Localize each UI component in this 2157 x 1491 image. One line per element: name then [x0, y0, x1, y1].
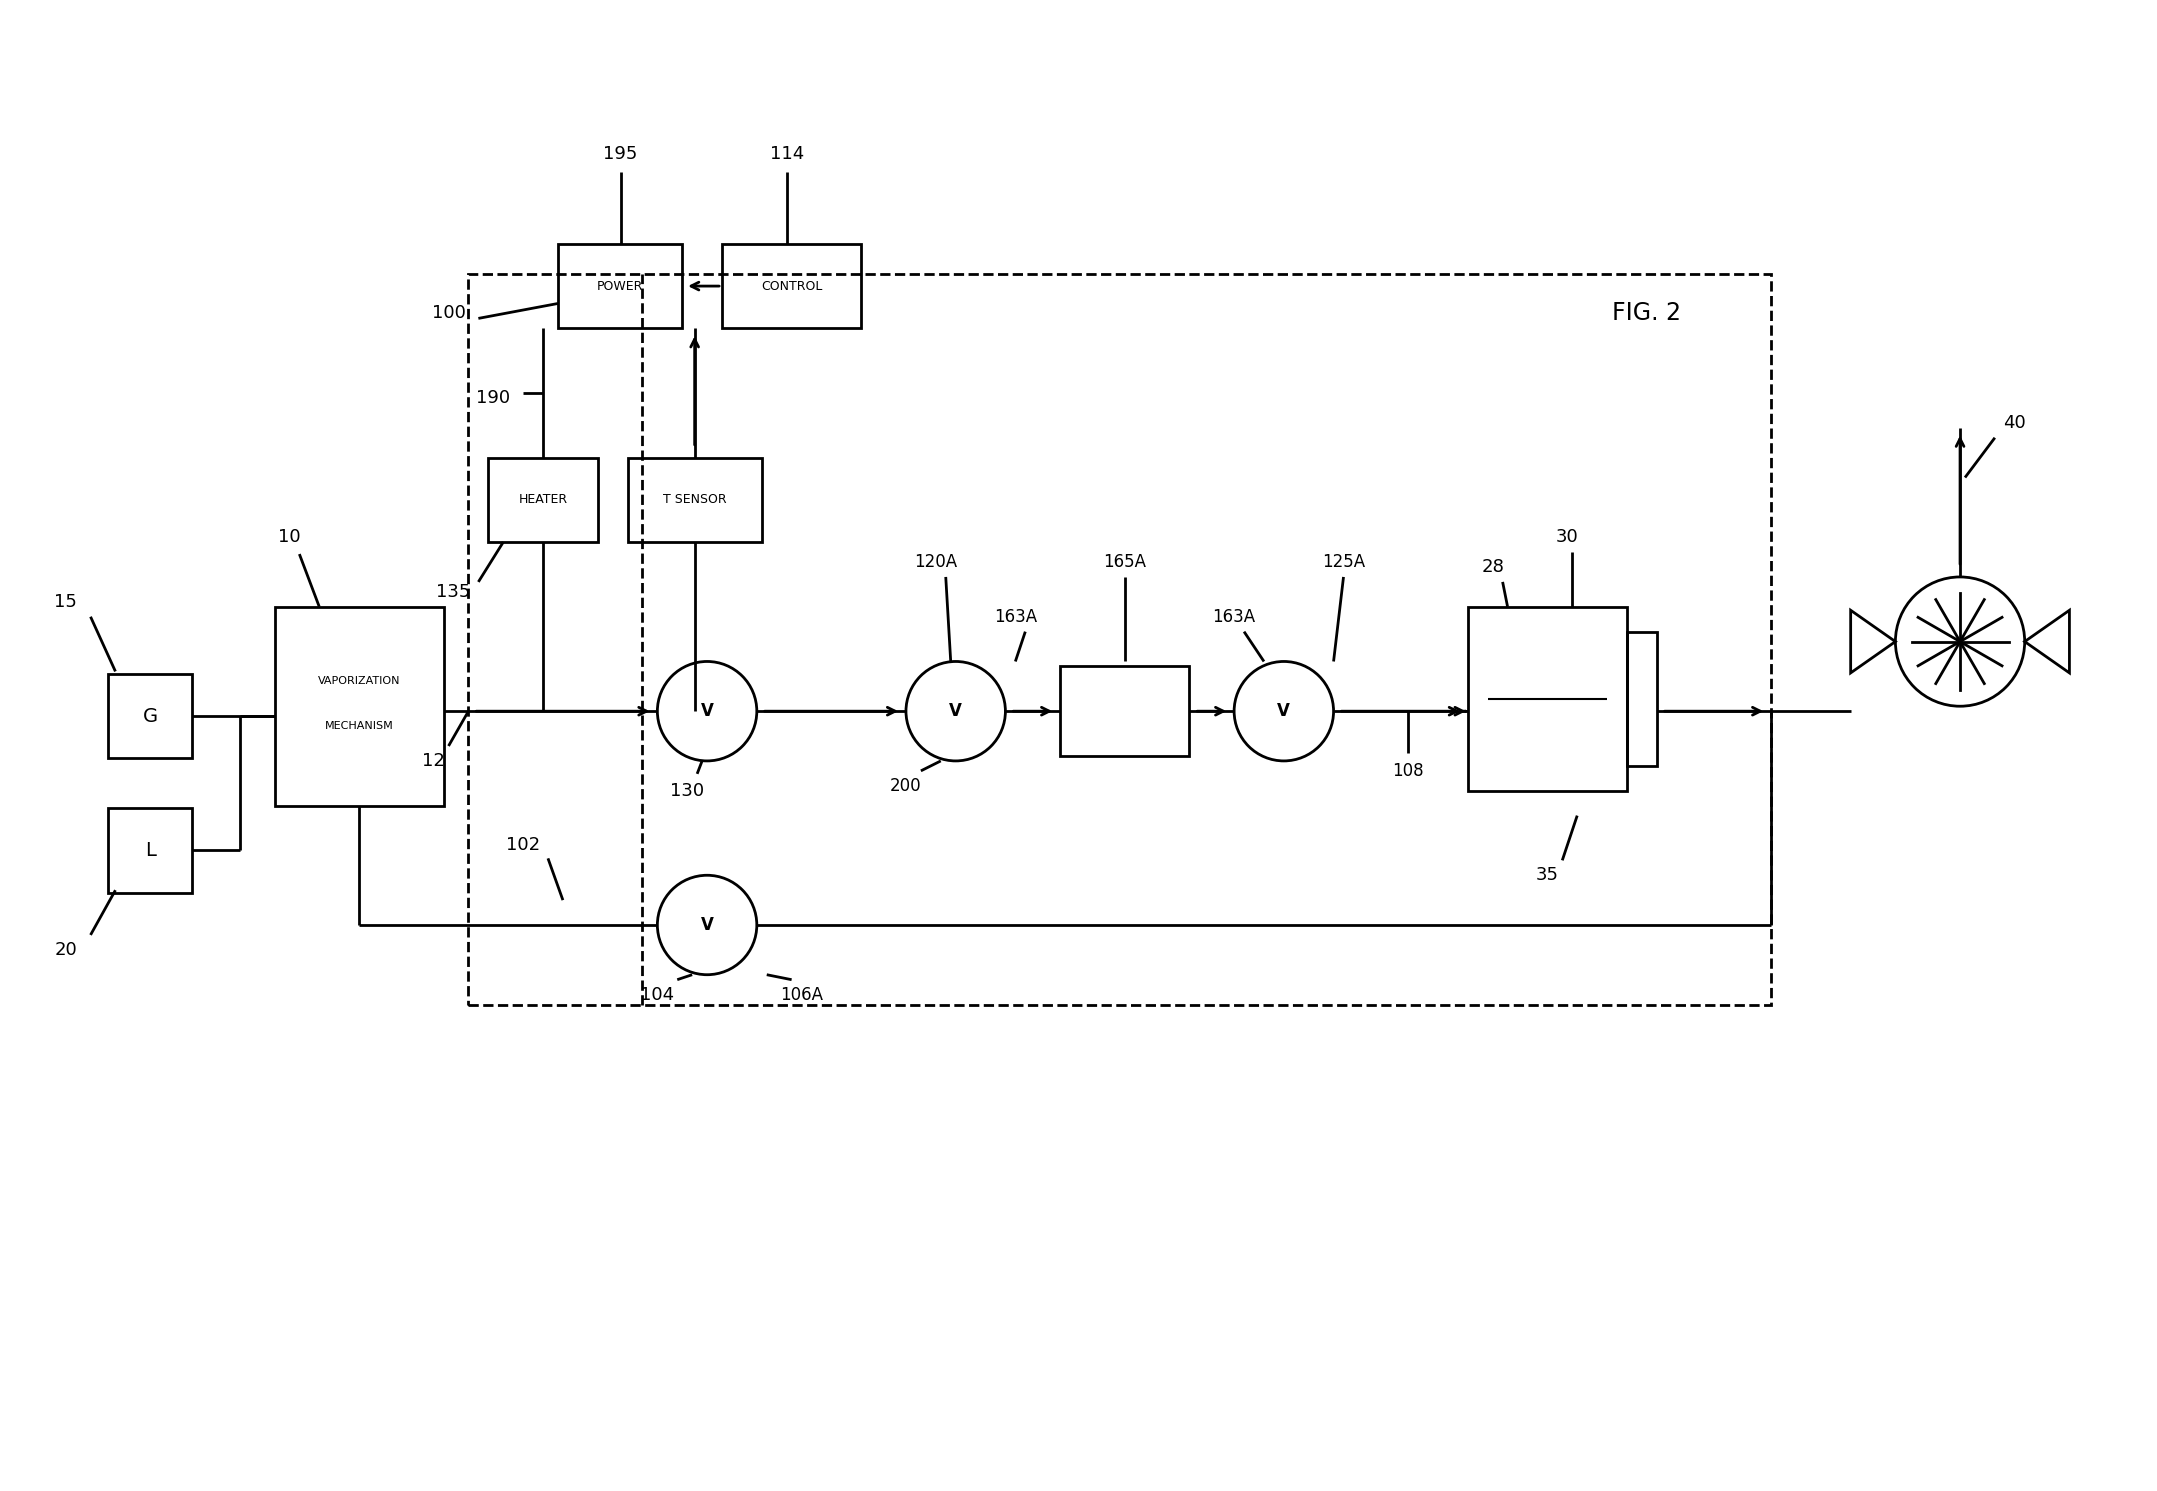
Text: V: V [1277, 702, 1290, 720]
Bar [723, 245, 861, 328]
Text: V: V [949, 702, 962, 720]
Text: 195: 195 [604, 145, 638, 164]
Text: 165A: 165A [1102, 553, 1145, 571]
Bar [274, 607, 444, 805]
Text: MECHANISM: MECHANISM [326, 722, 393, 731]
Text: 106A: 106A [781, 986, 824, 1003]
Text: VAPORIZATION: VAPORIZATION [317, 677, 401, 686]
Text: L: L [145, 841, 155, 860]
Bar [1467, 607, 1626, 790]
Text: 125A: 125A [1322, 553, 1365, 571]
Text: POWER: POWER [597, 280, 643, 292]
Text: 135: 135 [436, 583, 470, 601]
Text: FIG. 2: FIG. 2 [1611, 301, 1680, 325]
Text: CONTROL: CONTROL [761, 280, 822, 292]
Text: 40: 40 [2004, 414, 2025, 432]
Text: 200: 200 [891, 777, 921, 795]
Text: 20: 20 [54, 941, 78, 959]
Bar [628, 458, 761, 543]
Bar [1626, 632, 1657, 766]
Text: 10: 10 [278, 528, 300, 546]
Text: V: V [701, 915, 714, 933]
Bar [559, 245, 682, 328]
Text: 35: 35 [1536, 866, 1560, 884]
Text: 114: 114 [770, 145, 805, 164]
Text: 120A: 120A [915, 553, 958, 571]
Bar [108, 808, 192, 893]
Text: T SENSOR: T SENSOR [662, 494, 727, 507]
Text: 104: 104 [641, 986, 675, 1003]
Text: 163A: 163A [994, 608, 1038, 626]
Text: 190: 190 [477, 389, 511, 407]
Text: 163A: 163A [1212, 608, 1255, 626]
Bar [468, 274, 1771, 1005]
Text: 108: 108 [1391, 762, 1424, 780]
Text: 12: 12 [423, 751, 444, 769]
Text: 30: 30 [1555, 528, 1579, 546]
Text: 130: 130 [671, 781, 705, 799]
Text: G: G [142, 707, 157, 726]
Bar [108, 674, 192, 759]
Text: 15: 15 [54, 593, 78, 611]
Bar [487, 458, 597, 543]
Bar [1059, 666, 1189, 756]
Text: HEATER: HEATER [518, 494, 567, 507]
Text: 28: 28 [1482, 558, 1503, 576]
Text: 102: 102 [507, 836, 539, 854]
Text: 100: 100 [431, 304, 466, 322]
Text: V: V [701, 702, 714, 720]
